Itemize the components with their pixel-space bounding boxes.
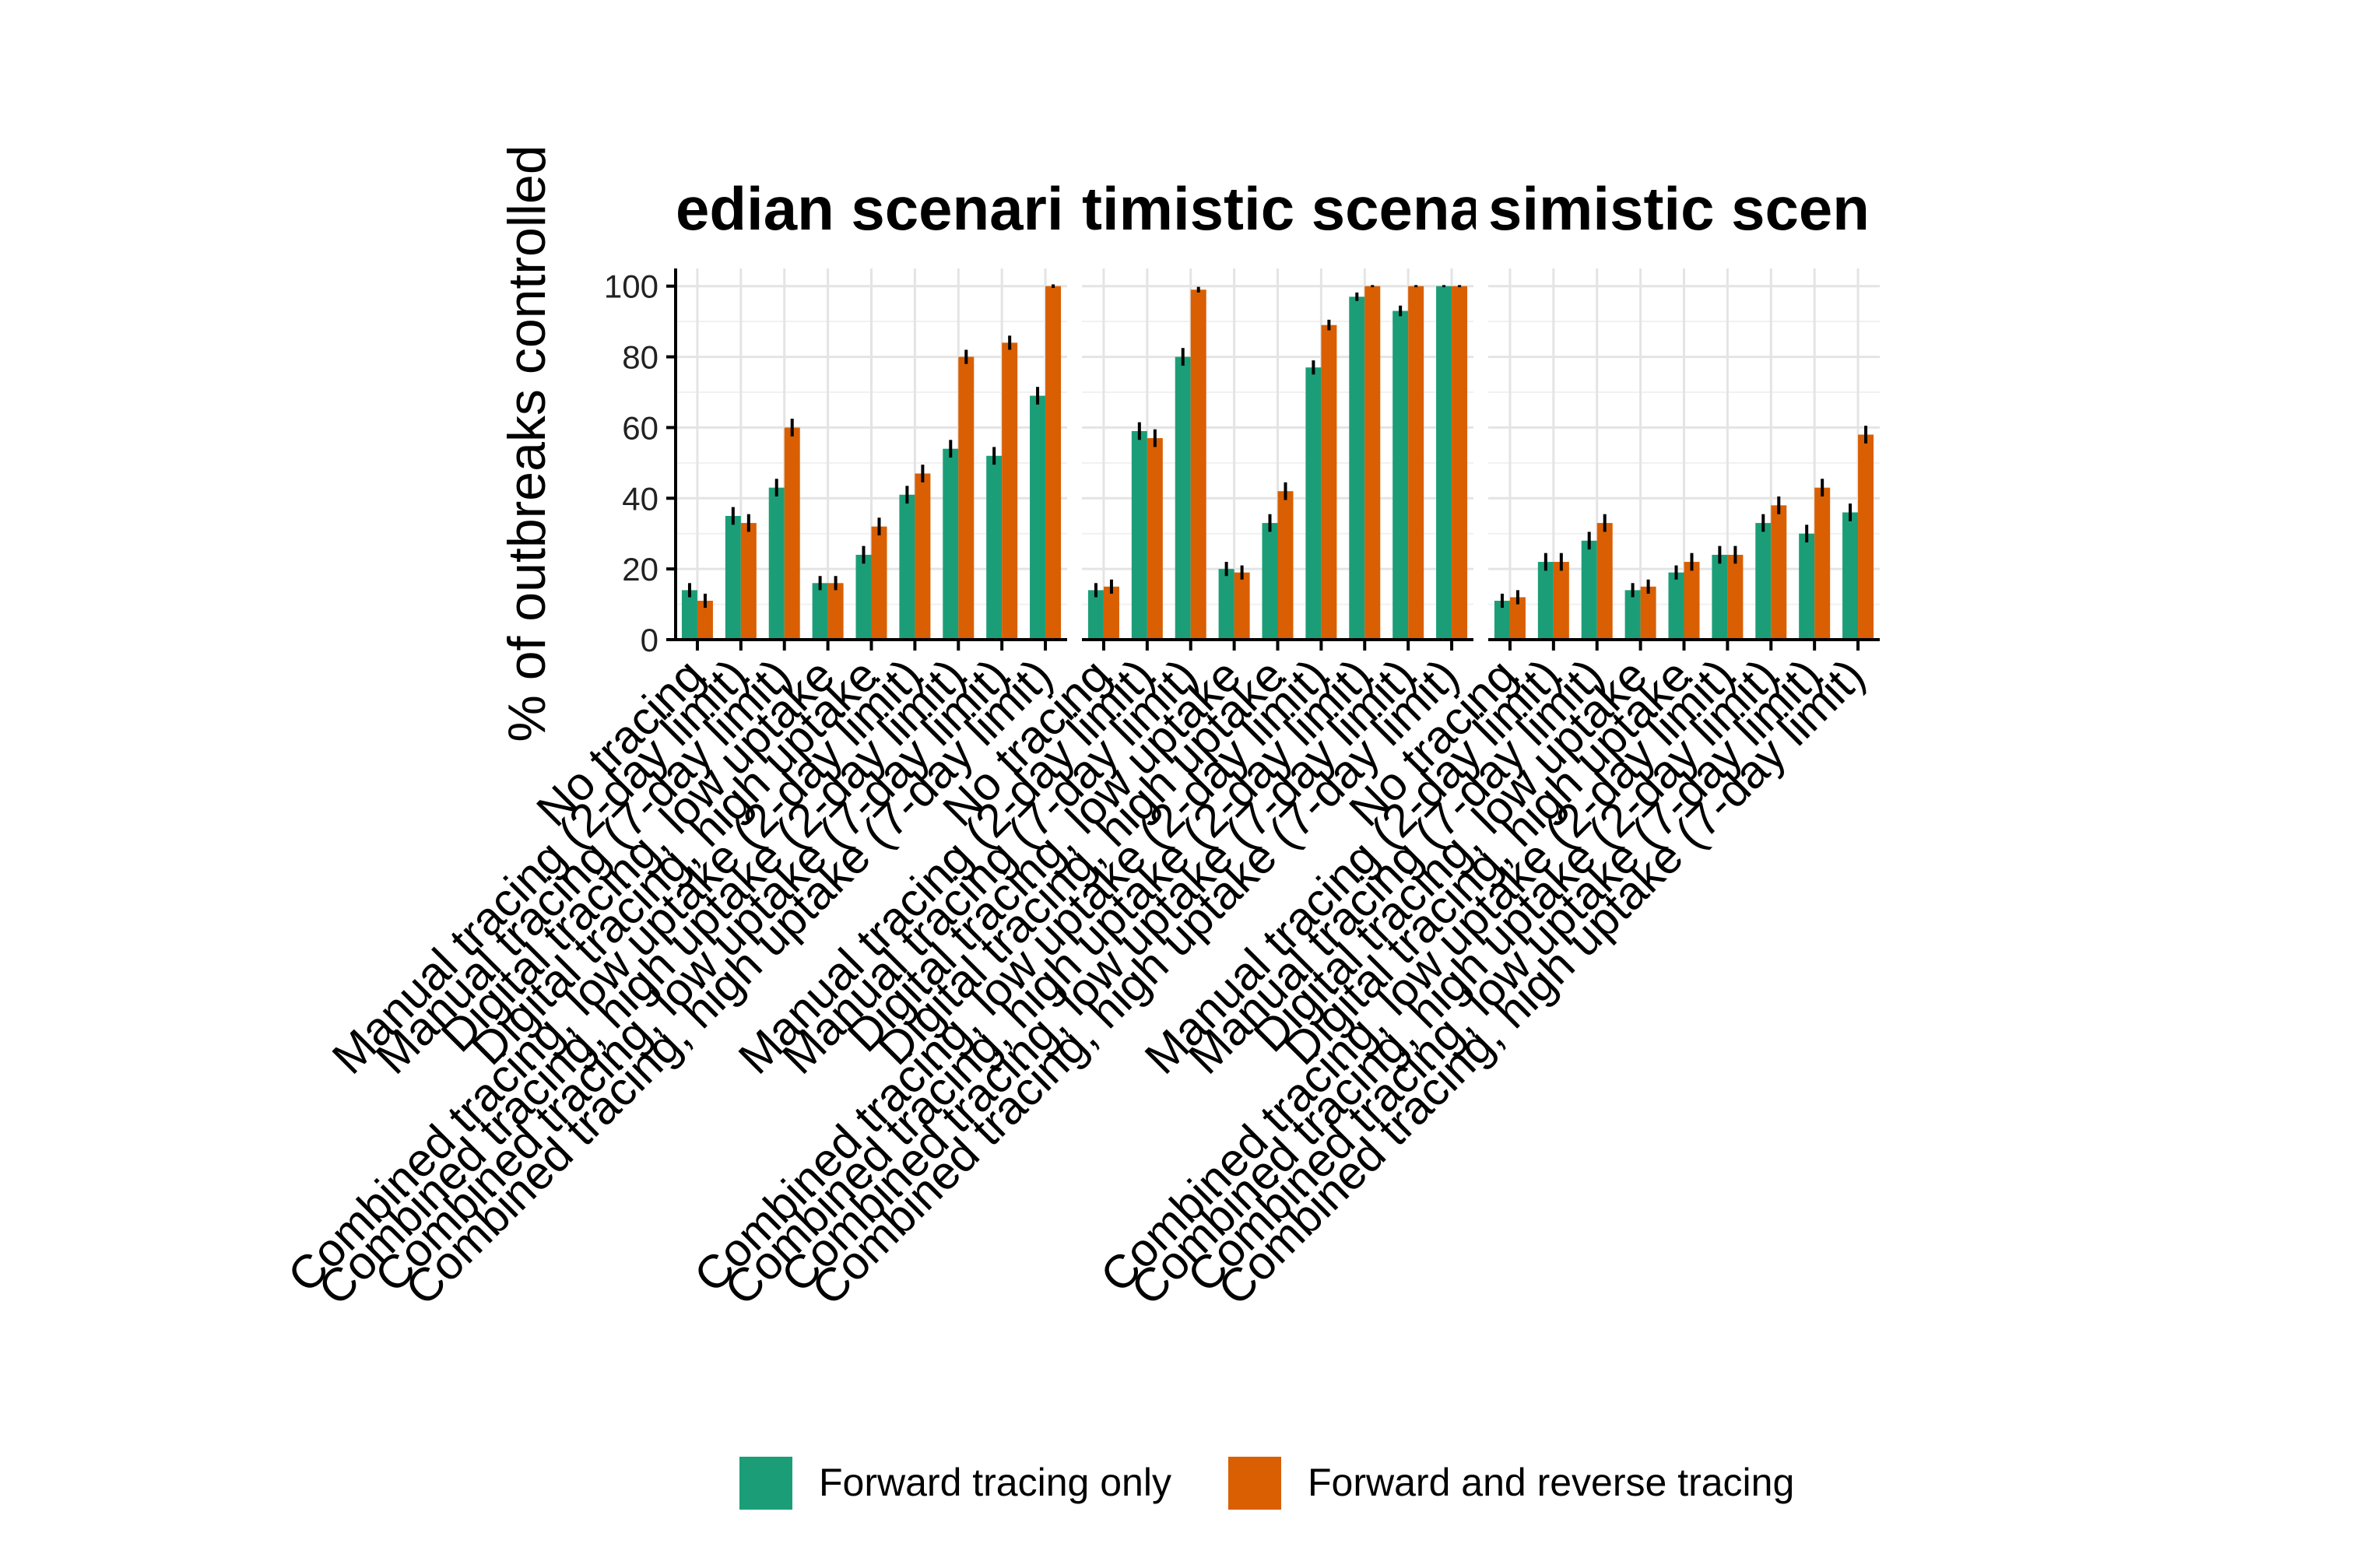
bar — [784, 427, 800, 640]
bar — [1147, 438, 1163, 640]
bar — [1624, 590, 1641, 640]
bar — [1436, 286, 1452, 640]
bar — [812, 583, 828, 640]
bar — [1262, 523, 1278, 640]
legend-key-forward — [739, 1457, 792, 1510]
bar — [943, 448, 959, 640]
bar — [1509, 597, 1526, 640]
bar — [1030, 395, 1046, 640]
y-tick-label: 40 — [622, 480, 658, 517]
bar — [1712, 554, 1728, 640]
bar — [986, 455, 1003, 640]
bar — [768, 487, 785, 640]
legend-key-forward-reverse — [1228, 1457, 1281, 1510]
bar — [827, 583, 844, 640]
bar — [899, 494, 915, 640]
facet-title-3: simistic scen — [1488, 174, 1870, 243]
bar — [1668, 572, 1684, 640]
y-tick-label: 60 — [622, 409, 658, 446]
bar — [1131, 430, 1147, 640]
bar — [697, 601, 713, 640]
bar — [855, 554, 872, 640]
bar — [1537, 562, 1554, 640]
bar — [1277, 491, 1294, 640]
y-tick-label: 80 — [622, 339, 658, 376]
bar — [1755, 523, 1772, 640]
bar — [740, 523, 757, 640]
bar — [1640, 586, 1656, 640]
facet-title-1: edian scenari — [676, 174, 1064, 243]
bar — [1727, 554, 1744, 640]
bar — [1842, 512, 1859, 640]
bar — [1190, 289, 1206, 640]
legend-label-forward: Forward tracing only — [819, 1461, 1171, 1504]
bar — [1684, 562, 1700, 640]
bar — [1799, 533, 1815, 640]
bar — [1175, 356, 1191, 640]
bar — [1234, 572, 1250, 640]
bar — [1814, 487, 1831, 640]
bar — [871, 526, 887, 640]
y-axis-label: % of outbreaks controlled — [497, 145, 557, 742]
bar — [1581, 540, 1597, 640]
bar — [1218, 569, 1234, 640]
legend-label-forward-reverse: Forward and reverse tracing — [1308, 1461, 1794, 1504]
bar — [1349, 296, 1365, 640]
y-tick-label: 20 — [622, 551, 658, 588]
bar — [1771, 505, 1787, 640]
bar — [1103, 586, 1119, 640]
bar — [1858, 434, 1874, 640]
bar — [1408, 286, 1424, 640]
bar — [1321, 324, 1337, 640]
bar — [1305, 367, 1322, 640]
bar — [1045, 286, 1062, 640]
bar — [1087, 590, 1104, 640]
legend: Forward tracing only Forward and reverse… — [739, 1457, 1794, 1510]
bar — [1364, 286, 1381, 640]
bar — [681, 590, 697, 640]
bar — [915, 473, 931, 640]
bar — [1452, 286, 1468, 640]
bar — [1596, 523, 1613, 640]
bar — [1494, 601, 1510, 640]
bar — [1553, 562, 1569, 640]
facet-titles: edian scenari timistic scena simistic sc… — [676, 174, 1870, 243]
bar — [958, 356, 975, 640]
y-tick-label: 0 — [641, 622, 658, 658]
bar — [1002, 342, 1018, 640]
facet-title-2: timistic scena — [1082, 174, 1484, 243]
bar — [725, 516, 741, 640]
bar — [1392, 310, 1409, 640]
y-tick-label: 100 — [604, 268, 658, 305]
